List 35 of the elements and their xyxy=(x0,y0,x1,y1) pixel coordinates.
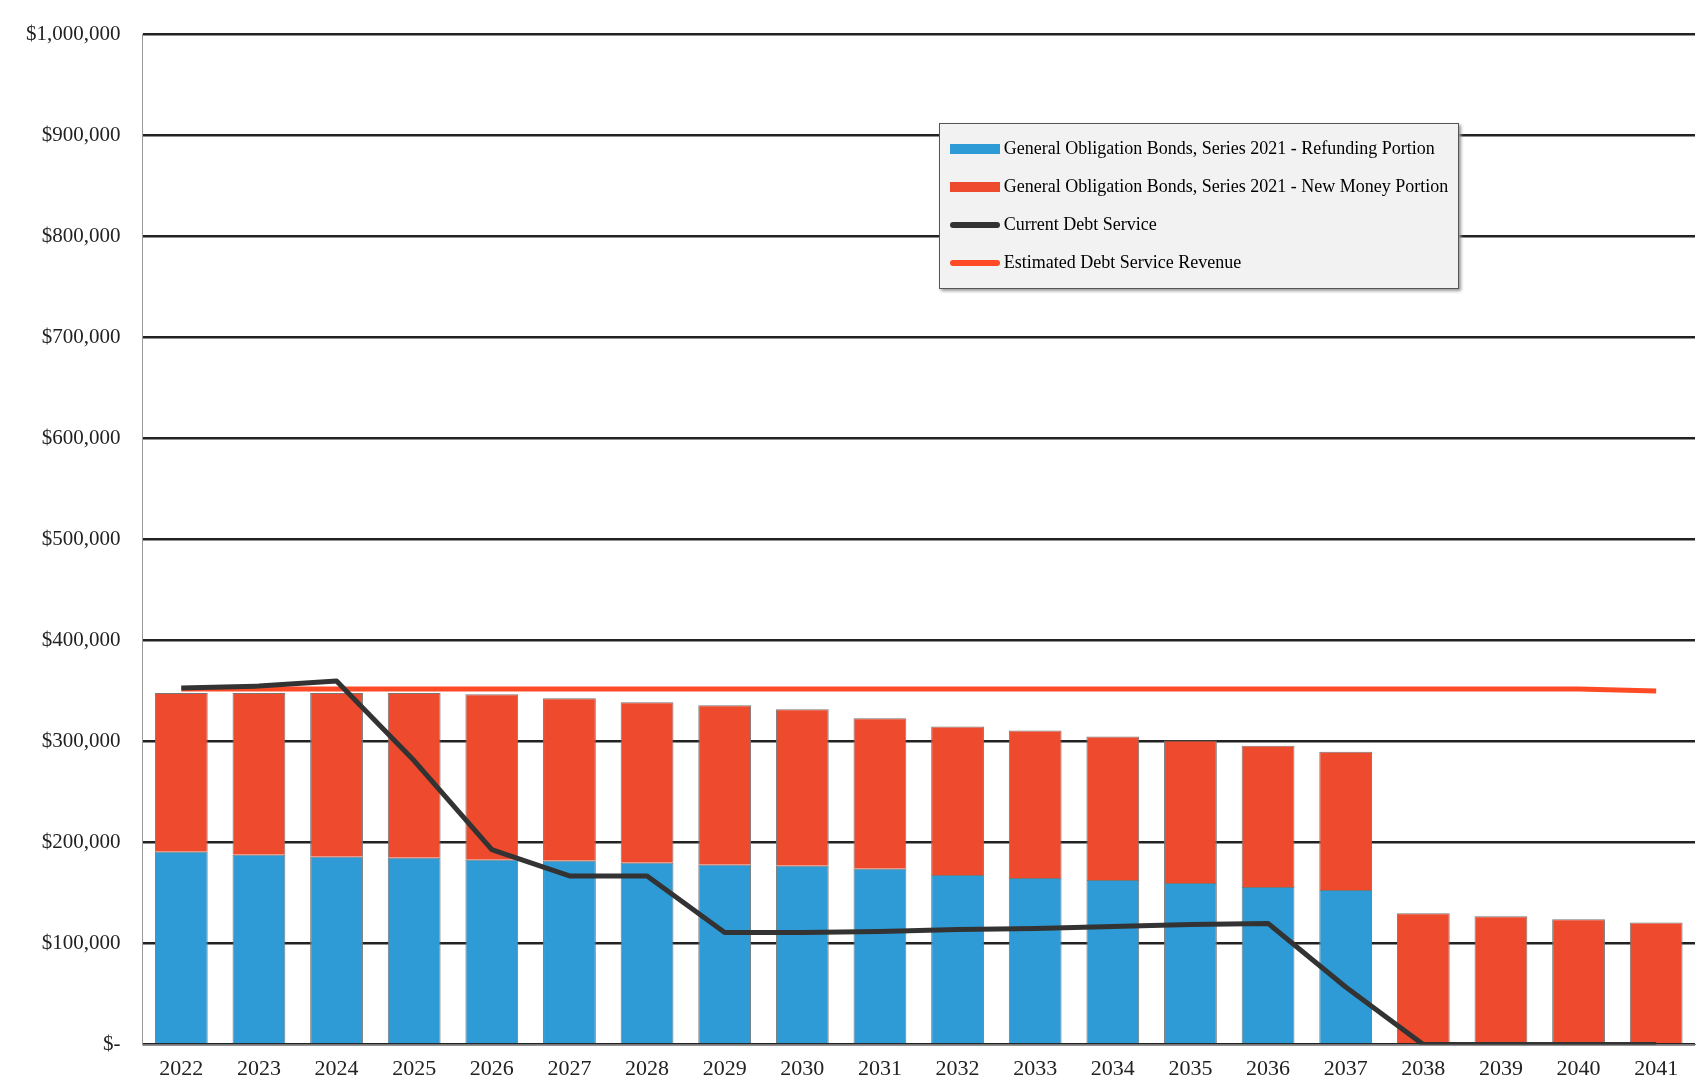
y-tick-label: $1,000,000 xyxy=(26,21,121,46)
x-tick-label: 2036 xyxy=(1246,1054,1291,1080)
x-tick-label: 2027 xyxy=(547,1054,592,1080)
x-tick-label: 2040 xyxy=(1556,1054,1601,1080)
y-tick-label: $300,000 xyxy=(41,728,121,753)
y-tick-label: $600,000 xyxy=(41,425,121,450)
x-tick-label: 2025 xyxy=(392,1054,437,1080)
x-tick-label: 2033 xyxy=(1013,1054,1058,1080)
y-tick-label: $100,000 xyxy=(41,930,121,955)
x-tick-label: 2039 xyxy=(1478,1054,1523,1080)
x-tick-label: 2024 xyxy=(314,1054,359,1080)
x-tick-label: 2029 xyxy=(702,1054,747,1080)
x-tick-label: 2035 xyxy=(1168,1054,1213,1080)
x-tick-label: 2022 xyxy=(159,1054,204,1080)
legend-label: Estimated Debt Service Revenue xyxy=(1003,252,1242,274)
x-tick-label: 2038 xyxy=(1401,1054,1446,1080)
y-tick-label: $500,000 xyxy=(41,526,121,551)
y-tick-label: $800,000 xyxy=(41,223,121,248)
x-tick-label: 2026 xyxy=(469,1054,514,1080)
x-tick-label: 2031 xyxy=(857,1054,902,1080)
x-tick-label: 2032 xyxy=(935,1054,980,1080)
x-tick-label: 2034 xyxy=(1090,1054,1135,1080)
x-tick-label: 2037 xyxy=(1323,1054,1368,1080)
y-tick-label: $700,000 xyxy=(41,324,121,349)
x-tick-label: 2041 xyxy=(1634,1054,1679,1080)
y-tick-label: $200,000 xyxy=(41,829,121,854)
legend-label: General Obligation Bonds, Series 2021 - New Money Portion xyxy=(1003,176,1449,198)
legend-label: Current Debt Service xyxy=(1003,214,1157,236)
x-tick-label: 2030 xyxy=(780,1054,825,1080)
x-tick-label: 2023 xyxy=(236,1054,281,1080)
y-tick-label: $900,000 xyxy=(41,122,121,147)
x-tick-label: 2028 xyxy=(625,1054,670,1080)
y-tick-label: $400,000 xyxy=(41,627,121,652)
y-tick-label: $- xyxy=(103,1031,121,1056)
legend-label: General Obligation Bonds, Series 2021 - Refunding Portion xyxy=(1003,138,1435,160)
